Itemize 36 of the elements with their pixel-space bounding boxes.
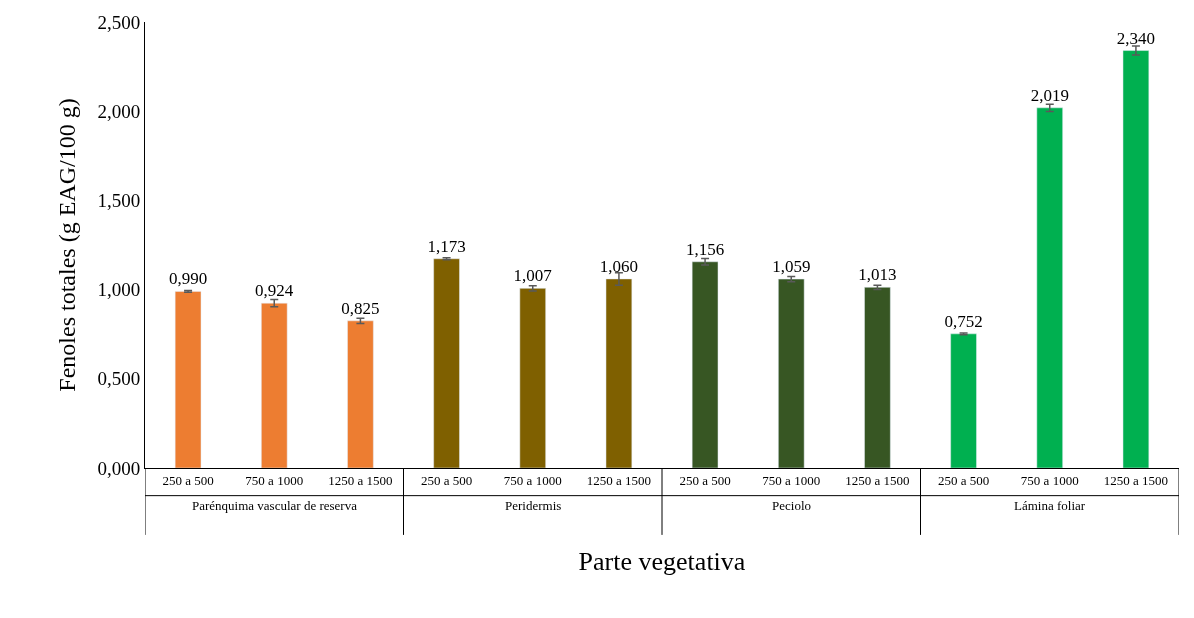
y-tick-label: 2,000 bbox=[97, 100, 141, 122]
y-tick-label: 1,500 bbox=[97, 190, 141, 212]
x-tick-label: 250 a 500 bbox=[937, 472, 990, 488]
y-axis-title: Fenoles totales (g EAG/100 g) bbox=[53, 98, 80, 392]
data-label: 1,156 bbox=[685, 239, 725, 259]
data-label: 0,990 bbox=[168, 269, 208, 289]
data-label: 1,007 bbox=[513, 266, 553, 286]
text: Peridermis bbox=[505, 498, 562, 513]
data-label: 1,060 bbox=[599, 256, 639, 276]
x-tick-label: 1250 a 1500 bbox=[328, 472, 393, 488]
x-tick-label: 250 a 500 bbox=[420, 472, 473, 488]
text: Peciolo bbox=[772, 498, 811, 513]
data-label: 2,019 bbox=[1030, 85, 1069, 105]
data-label: 0,752 bbox=[944, 311, 983, 331]
data-label: 0,924 bbox=[254, 281, 294, 301]
data-label: 1,173 bbox=[427, 236, 466, 256]
y-tick-label: 0,000 bbox=[97, 457, 141, 479]
text: Lámina foliar bbox=[1014, 498, 1086, 513]
x-tick-label: 750 a 1000 bbox=[762, 472, 821, 488]
data-label: 1,059 bbox=[772, 257, 811, 277]
x-tick-label: 750 a 1000 bbox=[245, 472, 304, 488]
data-label: 1,013 bbox=[858, 265, 897, 285]
data-label: 2,340 bbox=[1116, 28, 1156, 48]
y-tick-label: 1,000 bbox=[97, 279, 141, 301]
y-tick-label: 2,500 bbox=[97, 11, 141, 33]
y-tick-label: 0,500 bbox=[97, 368, 141, 390]
x-tick-label: 1250 a 1500 bbox=[845, 472, 910, 488]
data-label: 0,825 bbox=[341, 298, 380, 318]
x-tick-label: 250 a 500 bbox=[162, 472, 214, 488]
text: Parénquima vascular de reserva bbox=[192, 498, 358, 513]
x-tick-label: 1250 a 1500 bbox=[1103, 472, 1169, 488]
x-tick-label: 750 a 1000 bbox=[503, 472, 562, 488]
x-axis-title: Parte vegetativa bbox=[578, 547, 746, 577]
x-tick-label: 750 a 1000 bbox=[1020, 472, 1079, 488]
x-tick-label: 1250 a 1500 bbox=[586, 472, 652, 488]
x-tick-label: 250 a 500 bbox=[679, 472, 731, 488]
